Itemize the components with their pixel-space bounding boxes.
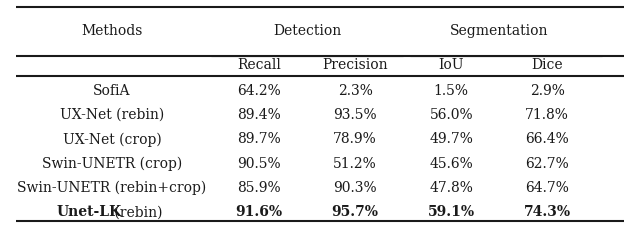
Text: 90.3%: 90.3% [333, 181, 377, 195]
Text: 89.4%: 89.4% [237, 108, 281, 122]
Text: 74.3%: 74.3% [524, 205, 571, 219]
Text: 71.8%: 71.8% [525, 108, 569, 122]
Text: 47.8%: 47.8% [429, 181, 473, 195]
Text: Methods: Methods [81, 24, 143, 38]
Text: 90.5%: 90.5% [237, 157, 281, 171]
Text: 56.0%: 56.0% [429, 108, 473, 122]
Text: 2.9%: 2.9% [530, 84, 564, 98]
Text: Swin-UNETR (crop): Swin-UNETR (crop) [42, 156, 182, 171]
Text: 62.7%: 62.7% [525, 157, 569, 171]
Text: Unet-LK: Unet-LK [57, 205, 122, 219]
Text: 2.3%: 2.3% [338, 84, 372, 98]
Text: SofiA: SofiA [93, 84, 131, 98]
Text: Swin-UNETR (rebin+crop): Swin-UNETR (rebin+crop) [17, 181, 207, 195]
Text: 78.9%: 78.9% [333, 132, 377, 146]
Text: 91.6%: 91.6% [236, 205, 283, 219]
Text: 95.7%: 95.7% [332, 205, 379, 219]
Text: 59.1%: 59.1% [428, 205, 475, 219]
Text: IoU: IoU [438, 58, 464, 72]
Text: 89.7%: 89.7% [237, 132, 281, 146]
Text: 1.5%: 1.5% [434, 84, 468, 98]
Text: Dice: Dice [531, 58, 563, 72]
Text: Recall: Recall [237, 58, 281, 72]
Text: 66.4%: 66.4% [525, 132, 569, 146]
Text: Detection: Detection [273, 24, 341, 38]
Text: Precision: Precision [323, 58, 388, 72]
Text: 45.6%: 45.6% [429, 157, 473, 171]
Text: 93.5%: 93.5% [333, 108, 377, 122]
Text: (rebin): (rebin) [110, 205, 163, 219]
Text: 64.7%: 64.7% [525, 181, 569, 195]
Text: 51.2%: 51.2% [333, 157, 377, 171]
Text: UX-Net (crop): UX-Net (crop) [63, 132, 161, 147]
Text: Segmentation: Segmentation [450, 24, 548, 38]
Text: UX-Net (rebin): UX-Net (rebin) [60, 108, 164, 122]
Text: 64.2%: 64.2% [237, 84, 281, 98]
Text: 49.7%: 49.7% [429, 132, 473, 146]
Text: 85.9%: 85.9% [237, 181, 281, 195]
